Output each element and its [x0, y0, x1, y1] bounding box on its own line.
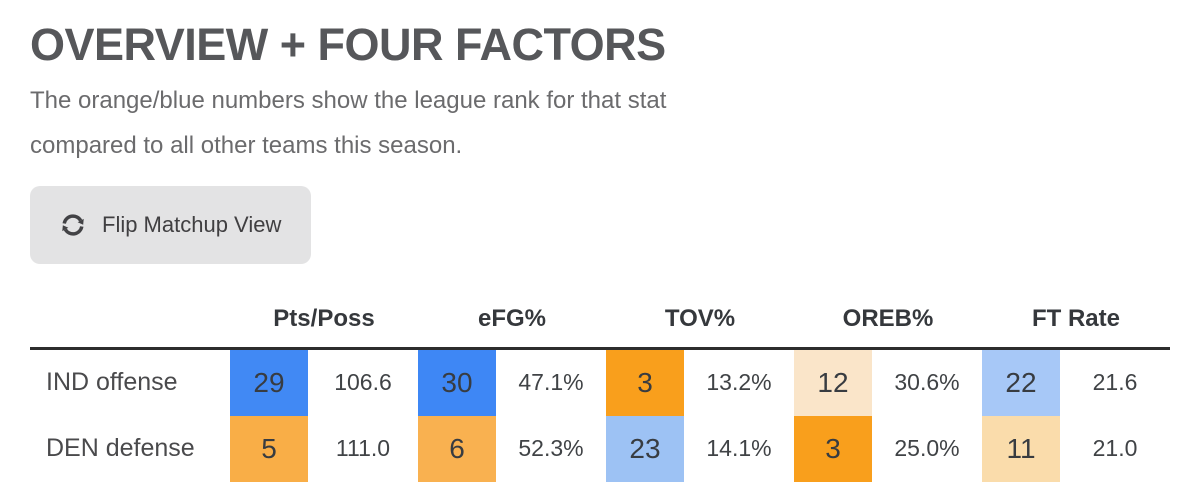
column-header-oreb: OREB% — [842, 305, 934, 332]
flip-button-label: Flip Matchup View — [102, 211, 282, 237]
value-cell-tov: 14.1% — [706, 435, 772, 461]
rank-cell-ft-rate: 11 — [982, 415, 1060, 482]
matchup-overview-panel: OVERVIEW + FOUR FACTORS The orange/blue … — [30, 19, 1178, 482]
column-header-tov: TOV% — [664, 305, 736, 332]
value-cell-pts-poss: 111.0 — [335, 435, 391, 461]
value-cell-ft-rate: 21.6 — [1092, 369, 1138, 395]
value-cell-oreb: 30.6% — [894, 369, 960, 395]
rank-cell-pts-poss: 29 — [230, 349, 308, 416]
four-factors-table: Pts/Poss eFG% TOV% OREB% FT Rate IND off… — [30, 292, 1178, 482]
rank-cell-tov: 23 — [606, 415, 684, 482]
rank-cell-ft-rate: 22 — [982, 349, 1060, 416]
value-cell-tov: 13.2% — [706, 369, 772, 395]
rank-cell-pts-poss: 5 — [230, 415, 308, 482]
rank-cell-efg: 30 — [418, 349, 496, 416]
column-header-efg: eFG% — [477, 305, 546, 332]
rank-cell-oreb: 12 — [794, 349, 872, 416]
value-cell-ft-rate: 21.0 — [1092, 435, 1138, 461]
page-title: OVERVIEW + FOUR FACTORS — [30, 19, 666, 70]
table-row-den-defense: DEN defense 5 111.0 6 52.3% 23 14.1% 3 2… — [30, 415, 1170, 482]
value-cell-efg: 47.1% — [518, 369, 584, 395]
flip-matchup-view-button[interactable]: Flip Matchup View — [30, 185, 312, 264]
rank-cell-tov: 3 — [606, 349, 684, 416]
value-cell-oreb: 25.0% — [894, 435, 960, 461]
table-header-row: Pts/Poss eFG% TOV% OREB% FT Rate — [30, 292, 1170, 350]
column-header-ft-rate: FT Rate — [1031, 305, 1120, 332]
refresh-icon — [60, 212, 86, 238]
column-header-pts-poss: Pts/Poss — [273, 305, 375, 332]
row-label: DEN defense — [46, 434, 195, 462]
table-row-ind-offense: IND offense 29 106.6 30 47.1% 3 13.2% 12… — [30, 349, 1170, 416]
value-cell-efg: 52.3% — [518, 435, 584, 461]
rank-cell-efg: 6 — [418, 415, 496, 482]
value-cell-pts-poss: 106.6 — [334, 369, 392, 395]
rank-cell-oreb: 3 — [794, 415, 872, 482]
page-subtitle: The orange/blue numbers show the league … — [30, 86, 667, 159]
row-label: IND offense — [46, 368, 178, 396]
